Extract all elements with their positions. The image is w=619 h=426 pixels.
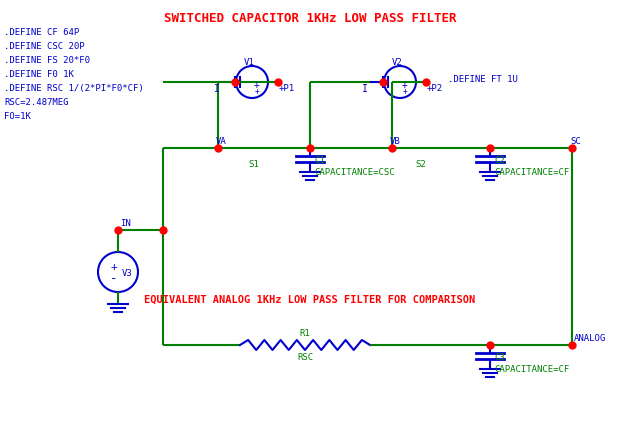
Text: I: I bbox=[362, 84, 368, 94]
Text: EQUIVALENT ANALOG 1KHz LOW PASS FILTER FOR COMPARISON: EQUIVALENT ANALOG 1KHz LOW PASS FILTER F… bbox=[144, 295, 475, 305]
Text: +P2: +P2 bbox=[427, 84, 443, 93]
Text: V3: V3 bbox=[122, 270, 132, 279]
Text: RSC: RSC bbox=[297, 353, 313, 362]
Text: CAPACITANCE=CF: CAPACITANCE=CF bbox=[494, 365, 569, 374]
Text: ANALOG: ANALOG bbox=[574, 334, 606, 343]
Text: S1: S1 bbox=[248, 160, 259, 169]
Text: V1: V1 bbox=[244, 58, 254, 67]
Text: RSC=2.487MEG: RSC=2.487MEG bbox=[4, 98, 69, 107]
Text: C2: C2 bbox=[494, 156, 504, 165]
Text: .DEFINE CSC 20P: .DEFINE CSC 20P bbox=[4, 42, 85, 51]
Text: +: + bbox=[402, 80, 408, 90]
Text: CAPACITANCE=CSC: CAPACITANCE=CSC bbox=[314, 168, 395, 177]
Text: +: + bbox=[254, 80, 260, 90]
Text: C1: C1 bbox=[314, 156, 325, 165]
Text: C3: C3 bbox=[494, 353, 504, 362]
Text: VA: VA bbox=[216, 137, 227, 146]
Text: R1: R1 bbox=[300, 329, 310, 338]
Text: .DEFINE RSC 1/(2*PI*F0*CF): .DEFINE RSC 1/(2*PI*F0*CF) bbox=[4, 84, 144, 93]
Text: .DEFINE F0 1K: .DEFINE F0 1K bbox=[4, 70, 74, 79]
Text: -: - bbox=[110, 273, 118, 285]
Text: S2: S2 bbox=[415, 160, 426, 169]
Text: CAPACITANCE=CF: CAPACITANCE=CF bbox=[494, 168, 569, 177]
Text: .DEFINE FS 20*F0: .DEFINE FS 20*F0 bbox=[4, 56, 90, 65]
Text: +: + bbox=[254, 86, 259, 95]
Text: SC: SC bbox=[570, 137, 581, 146]
Text: I: I bbox=[214, 84, 220, 94]
Text: +: + bbox=[403, 86, 407, 95]
Text: V2: V2 bbox=[392, 58, 402, 67]
Text: FO=1K: FO=1K bbox=[4, 112, 31, 121]
Text: .DEFINE CF 64P: .DEFINE CF 64P bbox=[4, 28, 79, 37]
Text: IN: IN bbox=[120, 219, 131, 228]
Text: .DEFINE FT 1U: .DEFINE FT 1U bbox=[448, 75, 518, 84]
Text: +P1: +P1 bbox=[279, 84, 295, 93]
Text: +: + bbox=[111, 262, 118, 272]
Text: VB: VB bbox=[390, 137, 400, 146]
Text: SWITCHED CAPACITOR 1KHz LOW PASS FILTER: SWITCHED CAPACITOR 1KHz LOW PASS FILTER bbox=[164, 12, 456, 25]
